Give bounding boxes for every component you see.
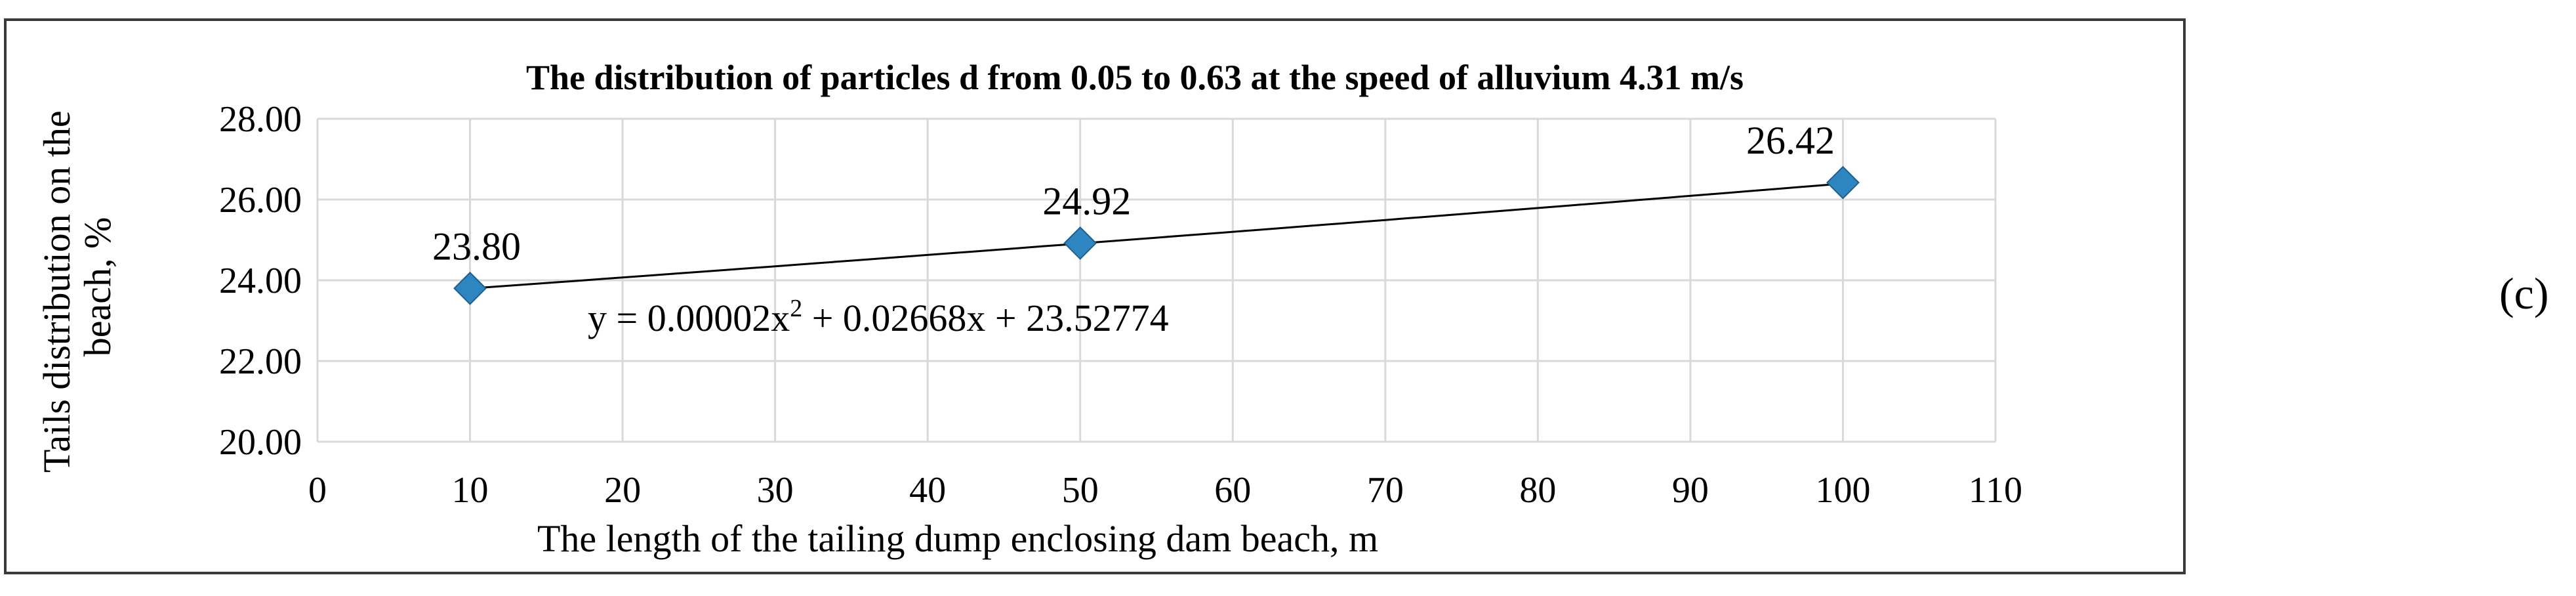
data-point-1: [1063, 226, 1097, 260]
x-tick-label-10: 100: [1815, 470, 1870, 511]
x-tick-label-9: 90: [1672, 470, 1709, 511]
y-axis-title: Tails distribution on the beach, %: [35, 101, 119, 473]
x-tick-label-8: 80: [1519, 470, 1556, 511]
x-axis-title: The length of the tailing dump enclosing…: [537, 517, 1378, 560]
data-label-2: 26.42: [1746, 119, 1835, 162]
x-tick-label-5: 50: [1062, 470, 1099, 511]
data-point-2: [1826, 165, 1860, 200]
label-layer: 23.80 24.92 26.42: [432, 119, 1835, 268]
chart-title: The distribution of particles d from 0.0…: [526, 58, 1744, 97]
x-tick-label-11: 110: [1969, 470, 2022, 511]
data-point-0: [453, 271, 487, 305]
chart-svg: The distribution of particles d from 0.0…: [35, 58, 2022, 560]
equation-lhs: y = 0.00002x: [588, 297, 790, 339]
point-layer: [453, 165, 1860, 305]
equation-rhs: + 0.02668x + 23.52774: [802, 297, 1168, 339]
tick-layer: 0 10 20 30 40 50 60 70 80 90 100 110 20.00 22.00 24.00…: [219, 99, 2022, 511]
x-tick-label-7: 70: [1367, 470, 1404, 511]
y-tick-label-4: 28.00: [219, 99, 302, 140]
grid-layer: [316, 117, 1997, 443]
data-label-0: 23.80: [432, 224, 521, 268]
chart-frame: The distribution of particles d from 0.0…: [4, 18, 2186, 574]
x-tick-label-0: 0: [308, 470, 327, 511]
trendline-equation: y = 0.00002x2 + 0.02668x + 23.52774: [588, 295, 1169, 339]
y-axis-title-line-2: beach, %: [76, 217, 119, 357]
x-tick-label-3: 30: [757, 470, 794, 511]
data-label-1: 24.92: [1042, 179, 1131, 223]
x-tick-label-4: 40: [909, 470, 946, 511]
trendline: [470, 182, 1843, 289]
trend-layer: [470, 182, 1843, 289]
x-tick-label-1: 10: [452, 470, 489, 511]
y-axis-title-line-1: Tails distribution on the: [35, 110, 78, 473]
y-tick-label-0: 20.00: [219, 422, 302, 463]
equation-superscript: 2: [790, 295, 802, 322]
x-tick-label-6: 60: [1214, 470, 1251, 511]
y-tick-label-3: 26.00: [219, 180, 302, 221]
y-tick-label-1: 22.00: [219, 341, 302, 382]
panel-label: (c): [2499, 268, 2548, 318]
y-tick-label-2: 24.00: [219, 261, 302, 301]
x-tick-label-2: 20: [604, 470, 641, 511]
panel-label-svg: (c): [2499, 268, 2548, 318]
